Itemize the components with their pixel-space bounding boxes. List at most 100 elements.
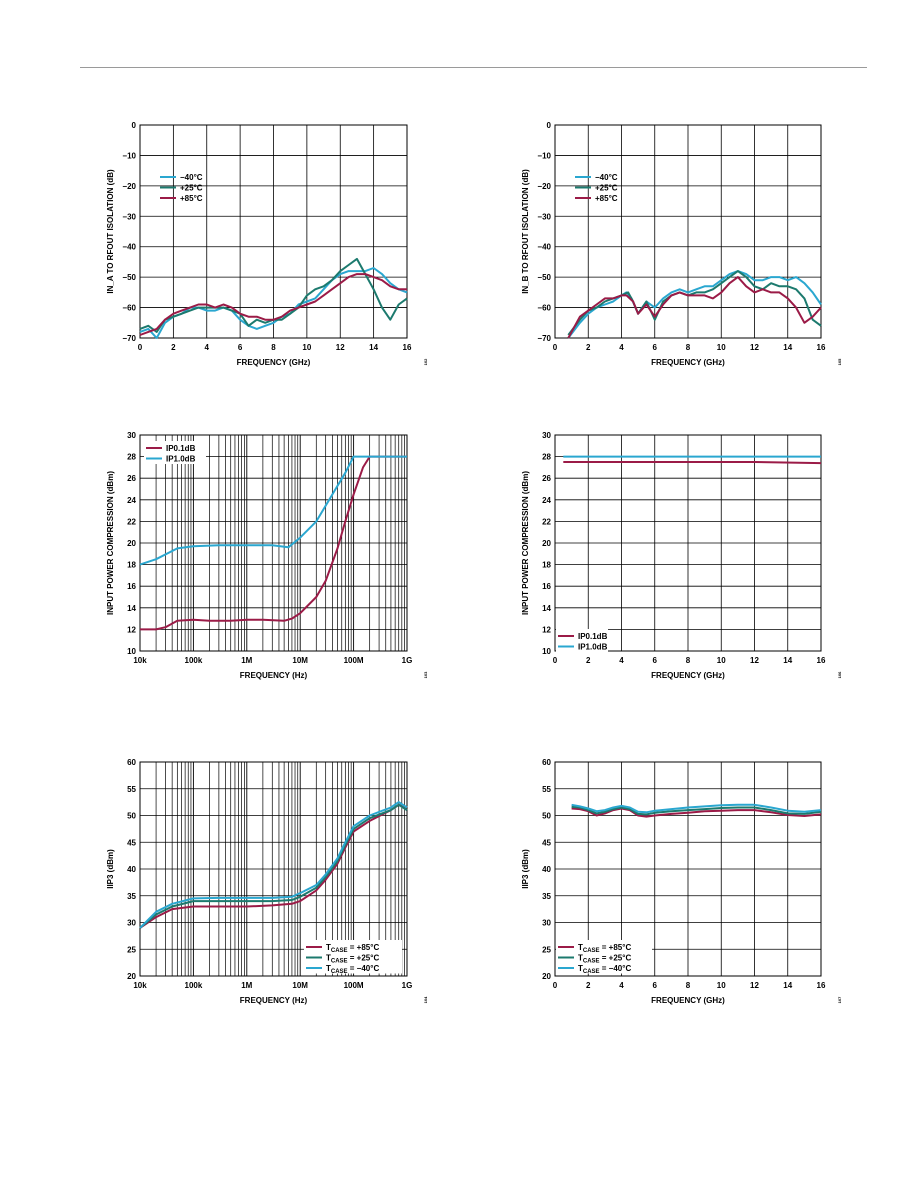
x-tick-label: 12 <box>750 656 759 665</box>
y-tick-label: 30 <box>542 919 551 928</box>
x-tick-label: 10 <box>302 343 311 352</box>
x-tick-label: 6 <box>653 981 658 990</box>
x-tick-label: 2 <box>586 343 591 352</box>
x-tick-label: 4 <box>619 656 624 665</box>
x-tick-label: 1M <box>241 656 252 665</box>
plot-frame <box>139 124 408 339</box>
legend-label: −40°C <box>595 173 618 182</box>
figure-number: 107 <box>837 996 842 1003</box>
y-tick-label: −10 <box>537 151 551 160</box>
y-tick-label: 18 <box>127 561 136 570</box>
y-tick-label: 60 <box>127 758 136 767</box>
y-tick-label: 0 <box>132 121 137 130</box>
legend-label: IP0.1dB <box>578 632 608 641</box>
x-axis-label: FREQUENCY (Hz) <box>240 996 308 1005</box>
x-tick-label: 14 <box>369 343 378 352</box>
y-tick-label: −20 <box>122 182 136 191</box>
figure-number: 104 <box>423 996 428 1003</box>
x-tick-label: 1G <box>402 656 413 665</box>
x-tick-label: 2 <box>171 343 176 352</box>
y-tick-label: −20 <box>537 182 551 191</box>
y-tick-label: −60 <box>537 304 551 313</box>
y-tick-label: 50 <box>542 812 551 821</box>
y-tick-label: 28 <box>127 453 136 462</box>
legend-label: TCASE = +25°C <box>578 954 631 965</box>
x-tick-label: 10k <box>133 981 147 990</box>
y-tick-label: 16 <box>542 582 551 591</box>
y-tick-label: 45 <box>542 838 551 847</box>
legend-label: TCASE = +25°C <box>326 954 379 965</box>
x-tick-label: 100k <box>185 656 203 665</box>
y-tick-label: −50 <box>537 273 551 282</box>
y-tick-label: 24 <box>542 496 551 505</box>
y-axis-label: INPUT POWER COMPRESSION (dBm) <box>106 471 115 615</box>
y-tick-label: 26 <box>127 474 136 483</box>
y-tick-label: 0 <box>547 121 552 130</box>
y-tick-label: 18 <box>542 561 551 570</box>
legend: IP0.1dB IP1.0dB <box>144 441 206 464</box>
x-axis-label: FREQUENCY (GHz) <box>651 358 725 367</box>
x-tick-label: 100M <box>344 981 364 990</box>
x-tick-label: 12 <box>750 981 759 990</box>
series-line-40-c <box>567 270 822 339</box>
figure-number: 105 <box>837 358 842 365</box>
legend: −40°C +25°C+85°C <box>160 173 203 203</box>
y-tick-label: 30 <box>127 431 136 440</box>
x-tick-label: 10k <box>133 656 147 665</box>
series-line-t-case-85-c <box>139 803 408 929</box>
legend-label: TCASE = +85°C <box>578 943 631 954</box>
y-tick-label: 22 <box>542 517 551 526</box>
legend-label: +85°C <box>595 194 618 203</box>
y-tick-label: −10 <box>122 151 136 160</box>
x-tick-label: 16 <box>817 343 826 352</box>
series-line-ip0-1db <box>140 455 407 631</box>
y-axis-label: IN_A TO RFOUT ISOLATION (dB) <box>106 169 115 294</box>
plot-frame <box>554 761 822 977</box>
y-tick-label: 22 <box>127 517 136 526</box>
series-line-85-c <box>139 273 407 336</box>
x-tick-label: 0 <box>553 656 558 665</box>
plot-frame <box>139 434 408 652</box>
page-header-rule <box>80 67 867 68</box>
legend-label: IP1.0dB <box>166 455 196 464</box>
x-tick-label: 6 <box>238 343 243 352</box>
x-tick-label: 14 <box>783 343 792 352</box>
y-tick-label: −50 <box>122 273 136 282</box>
x-tick-label: 12 <box>750 343 759 352</box>
x-tick-label: 0 <box>553 981 558 990</box>
figure-number: 106 <box>837 671 842 678</box>
plot-frame <box>554 434 822 652</box>
x-tick-label: 16 <box>817 656 826 665</box>
series-line-t-case-85-c <box>571 807 822 818</box>
x-tick-label: 6 <box>653 343 658 352</box>
y-tick-label: −30 <box>537 212 551 221</box>
x-tick-label: 100k <box>185 981 203 990</box>
x-tick-label: 2 <box>586 981 591 990</box>
y-tick-label: −60 <box>122 304 136 313</box>
x-tick-label: 10M <box>292 981 308 990</box>
y-tick-label: −40 <box>122 243 136 252</box>
x-tick-label: 0 <box>138 343 143 352</box>
y-tick-label: 60 <box>542 758 551 767</box>
series-line-ip1-0db <box>139 455 407 566</box>
y-tick-label: 10 <box>542 647 551 656</box>
series-line-t-case-25-c <box>571 805 822 816</box>
x-axis-label: FREQUENCY (GHz) <box>651 671 725 680</box>
legend-label: TCASE = +85°C <box>326 943 379 954</box>
x-tick-label: 8 <box>686 656 691 665</box>
legend-label: TCASE = −40°C <box>578 964 631 975</box>
y-tick-label: 12 <box>127 625 136 634</box>
x-tick-label: 4 <box>619 981 624 990</box>
y-tick-label: 50 <box>127 812 136 821</box>
legend-label: +25°C <box>180 184 203 193</box>
y-tick-label: 26 <box>542 474 551 483</box>
y-tick-label: 55 <box>127 785 136 794</box>
y-tick-label: 30 <box>542 431 551 440</box>
y-tick-label: 12 <box>542 625 551 634</box>
y-tick-label: 25 <box>542 945 551 954</box>
